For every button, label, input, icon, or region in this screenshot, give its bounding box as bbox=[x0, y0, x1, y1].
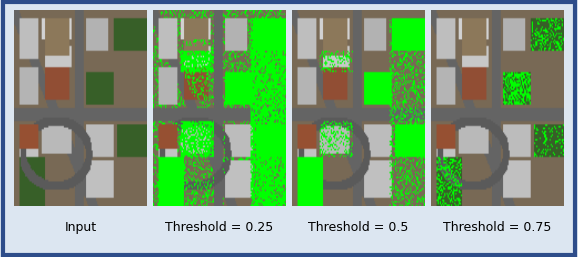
Text: Threshold = 0.5: Threshold = 0.5 bbox=[308, 221, 409, 234]
Text: Threshold = 0.75: Threshold = 0.75 bbox=[443, 221, 551, 234]
Text: Threshold = 0.25: Threshold = 0.25 bbox=[165, 221, 273, 234]
Text: Input: Input bbox=[64, 221, 97, 234]
